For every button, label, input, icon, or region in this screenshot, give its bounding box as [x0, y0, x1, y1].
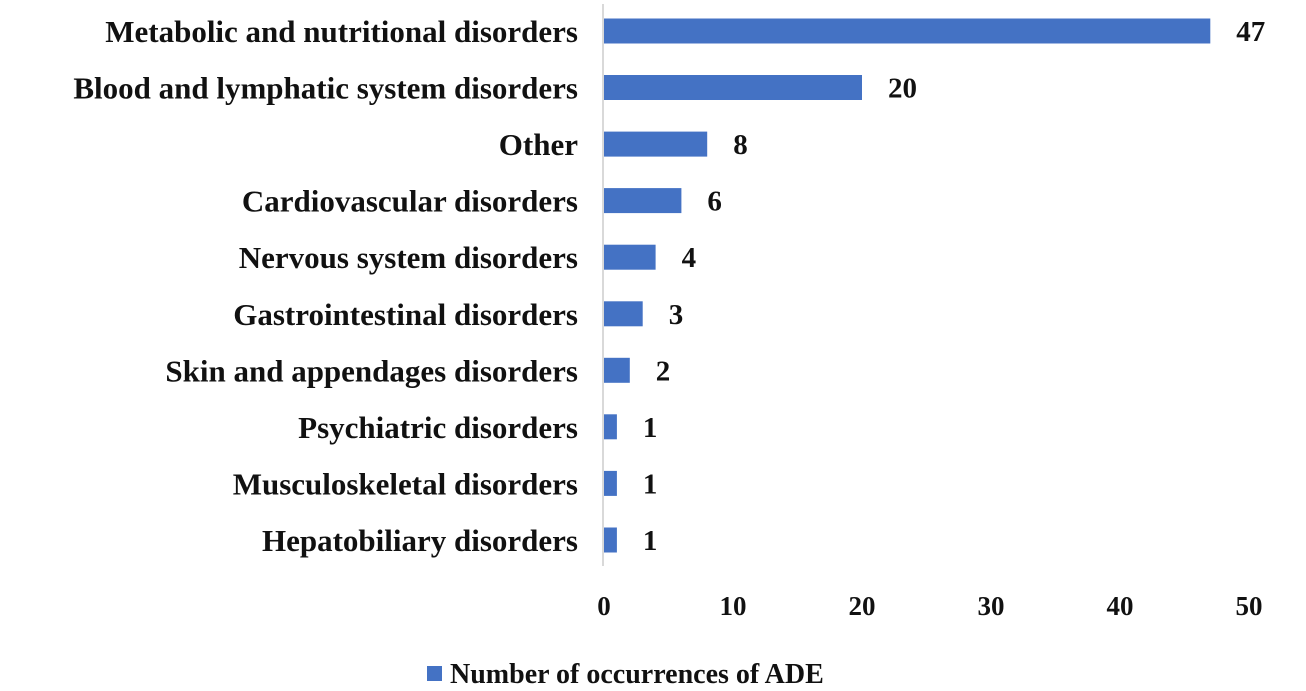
x-tick-label: 30 — [978, 591, 1005, 621]
x-tick-label: 0 — [597, 591, 611, 621]
bars-group — [604, 18, 1211, 553]
legend-label: Number of occurrences of ADE — [450, 659, 824, 690]
data-label: 4 — [682, 242, 697, 274]
bar — [604, 301, 643, 327]
x-tick-label: 40 — [1107, 591, 1134, 621]
bar — [604, 414, 617, 440]
bar — [604, 18, 1211, 44]
bar — [604, 527, 617, 553]
data-label: 2 — [656, 355, 671, 387]
category-label: Cardiovascular disorders — [242, 184, 578, 219]
data-label: 1 — [643, 468, 658, 500]
x-tick-label: 50 — [1236, 591, 1263, 621]
bar — [604, 470, 617, 496]
category-label: Musculoskeletal disorders — [233, 466, 578, 501]
data-label: 20 — [888, 73, 917, 105]
bar — [604, 188, 682, 214]
category-label: Blood and lymphatic system disorders — [73, 71, 578, 106]
category-label: Metabolic and nutritional disorders — [105, 14, 578, 49]
x-tick-label: 10 — [720, 591, 747, 621]
legend: Number of occurrences of ADE — [427, 659, 824, 690]
category-label: Psychiatric disorders — [298, 410, 578, 445]
data-label: 47 — [1236, 16, 1265, 48]
data-label: 1 — [643, 412, 658, 444]
x-tick-label: 20 — [849, 591, 876, 621]
category-label: Skin and appendages disorders — [165, 353, 578, 388]
legend-swatch — [427, 666, 442, 681]
data-label: 3 — [669, 299, 684, 331]
data-label: 6 — [707, 186, 722, 218]
bar — [604, 357, 630, 383]
data-label: 8 — [733, 129, 748, 161]
bar — [604, 75, 862, 100]
category-label: Hepatobiliary disorders — [262, 523, 578, 558]
x-axis-ticks: 0 10 20 30 40 50 — [597, 591, 1262, 621]
category-label: Other — [499, 127, 578, 162]
value-labels: 47 20 864 3 2 1 1 1 — [643, 16, 1265, 557]
data-label: 1 — [643, 525, 658, 557]
bar — [604, 244, 656, 270]
bar — [604, 131, 708, 157]
category-label: Nervous system disorders — [239, 240, 578, 275]
category-labels: Metabolic and nutritional disorders Blood… — [73, 14, 578, 558]
category-label: Gastrointestinal disorders — [233, 297, 578, 332]
